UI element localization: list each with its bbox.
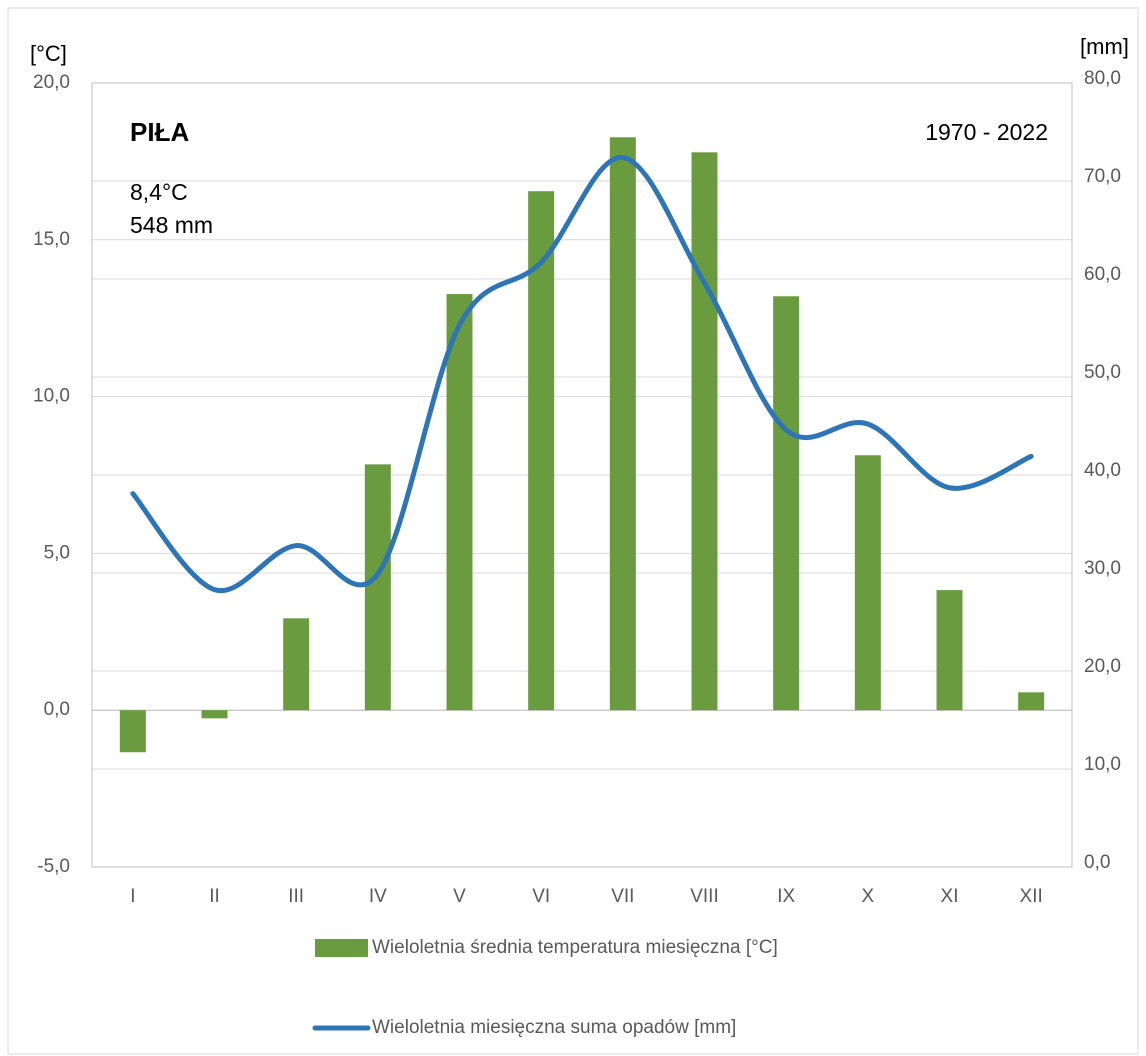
legend-label: Wieloletnia średnia temperatura miesięcz… bbox=[372, 937, 778, 958]
bar bbox=[691, 152, 718, 711]
x-tick-label: VIII bbox=[690, 886, 719, 907]
x-tick-label: VII bbox=[611, 886, 634, 907]
y2-tick-label: 80,0 bbox=[1084, 68, 1121, 89]
y2-tick-label: 70,0 bbox=[1084, 166, 1121, 187]
bar bbox=[283, 618, 310, 711]
y-axis-label: [°C] bbox=[30, 41, 67, 66]
legend-swatch bbox=[315, 939, 368, 957]
chart-border bbox=[7, 7, 1139, 1055]
plot-frame bbox=[91, 82, 1073, 868]
x-tick-label: III bbox=[288, 886, 304, 907]
y2-tick-label: 30,0 bbox=[1084, 558, 1121, 579]
y-tick-label: 20,0 bbox=[33, 72, 70, 93]
x-tick-label: II bbox=[209, 886, 220, 907]
y-tick-label: 0,0 bbox=[44, 699, 70, 720]
annual-temperature: 8,4°C bbox=[130, 179, 188, 205]
x-tick-label: V bbox=[453, 886, 466, 907]
bar bbox=[364, 464, 391, 711]
bar bbox=[119, 710, 146, 753]
bar bbox=[773, 296, 800, 711]
bar bbox=[936, 590, 963, 711]
bar bbox=[528, 191, 555, 711]
y2-axis-label: [mm] bbox=[1080, 34, 1129, 59]
line bbox=[130, 154, 1034, 594]
y-tick-label: 5,0 bbox=[44, 542, 70, 563]
x-tick-label: IX bbox=[777, 886, 795, 907]
x-tick-label: XI bbox=[941, 886, 959, 907]
y2-tick-label: 20,0 bbox=[1084, 656, 1121, 677]
x-tick-label: XII bbox=[1020, 886, 1043, 907]
y-tick-label: 15,0 bbox=[33, 229, 70, 250]
bar bbox=[446, 294, 473, 711]
y2-tick-label: 40,0 bbox=[1084, 460, 1121, 481]
x-tick-label: X bbox=[861, 886, 874, 907]
y2-tick-label: 0,0 bbox=[1084, 852, 1110, 873]
annual-precipitation: 548 mm bbox=[130, 212, 213, 238]
x-tick-label: I bbox=[130, 886, 135, 907]
y-tick-label: 10,0 bbox=[33, 386, 70, 407]
bar bbox=[854, 455, 881, 711]
bar bbox=[1018, 692, 1045, 711]
y2-tick-label: 10,0 bbox=[1084, 754, 1121, 775]
y2-tick-label: 60,0 bbox=[1084, 264, 1121, 285]
x-tick-label: IV bbox=[369, 886, 387, 907]
y2-tick-label: 50,0 bbox=[1084, 362, 1121, 383]
bar bbox=[609, 137, 636, 711]
y-tick-label: -5,0 bbox=[37, 856, 70, 877]
legend-label: Wieloletnia miesięczna suma opadów [mm] bbox=[372, 1017, 736, 1038]
bar bbox=[201, 710, 228, 719]
chart-title: PIŁA bbox=[130, 117, 189, 147]
period: 1970 - 2022 bbox=[925, 119, 1048, 145]
x-tick-label: VI bbox=[532, 886, 550, 907]
